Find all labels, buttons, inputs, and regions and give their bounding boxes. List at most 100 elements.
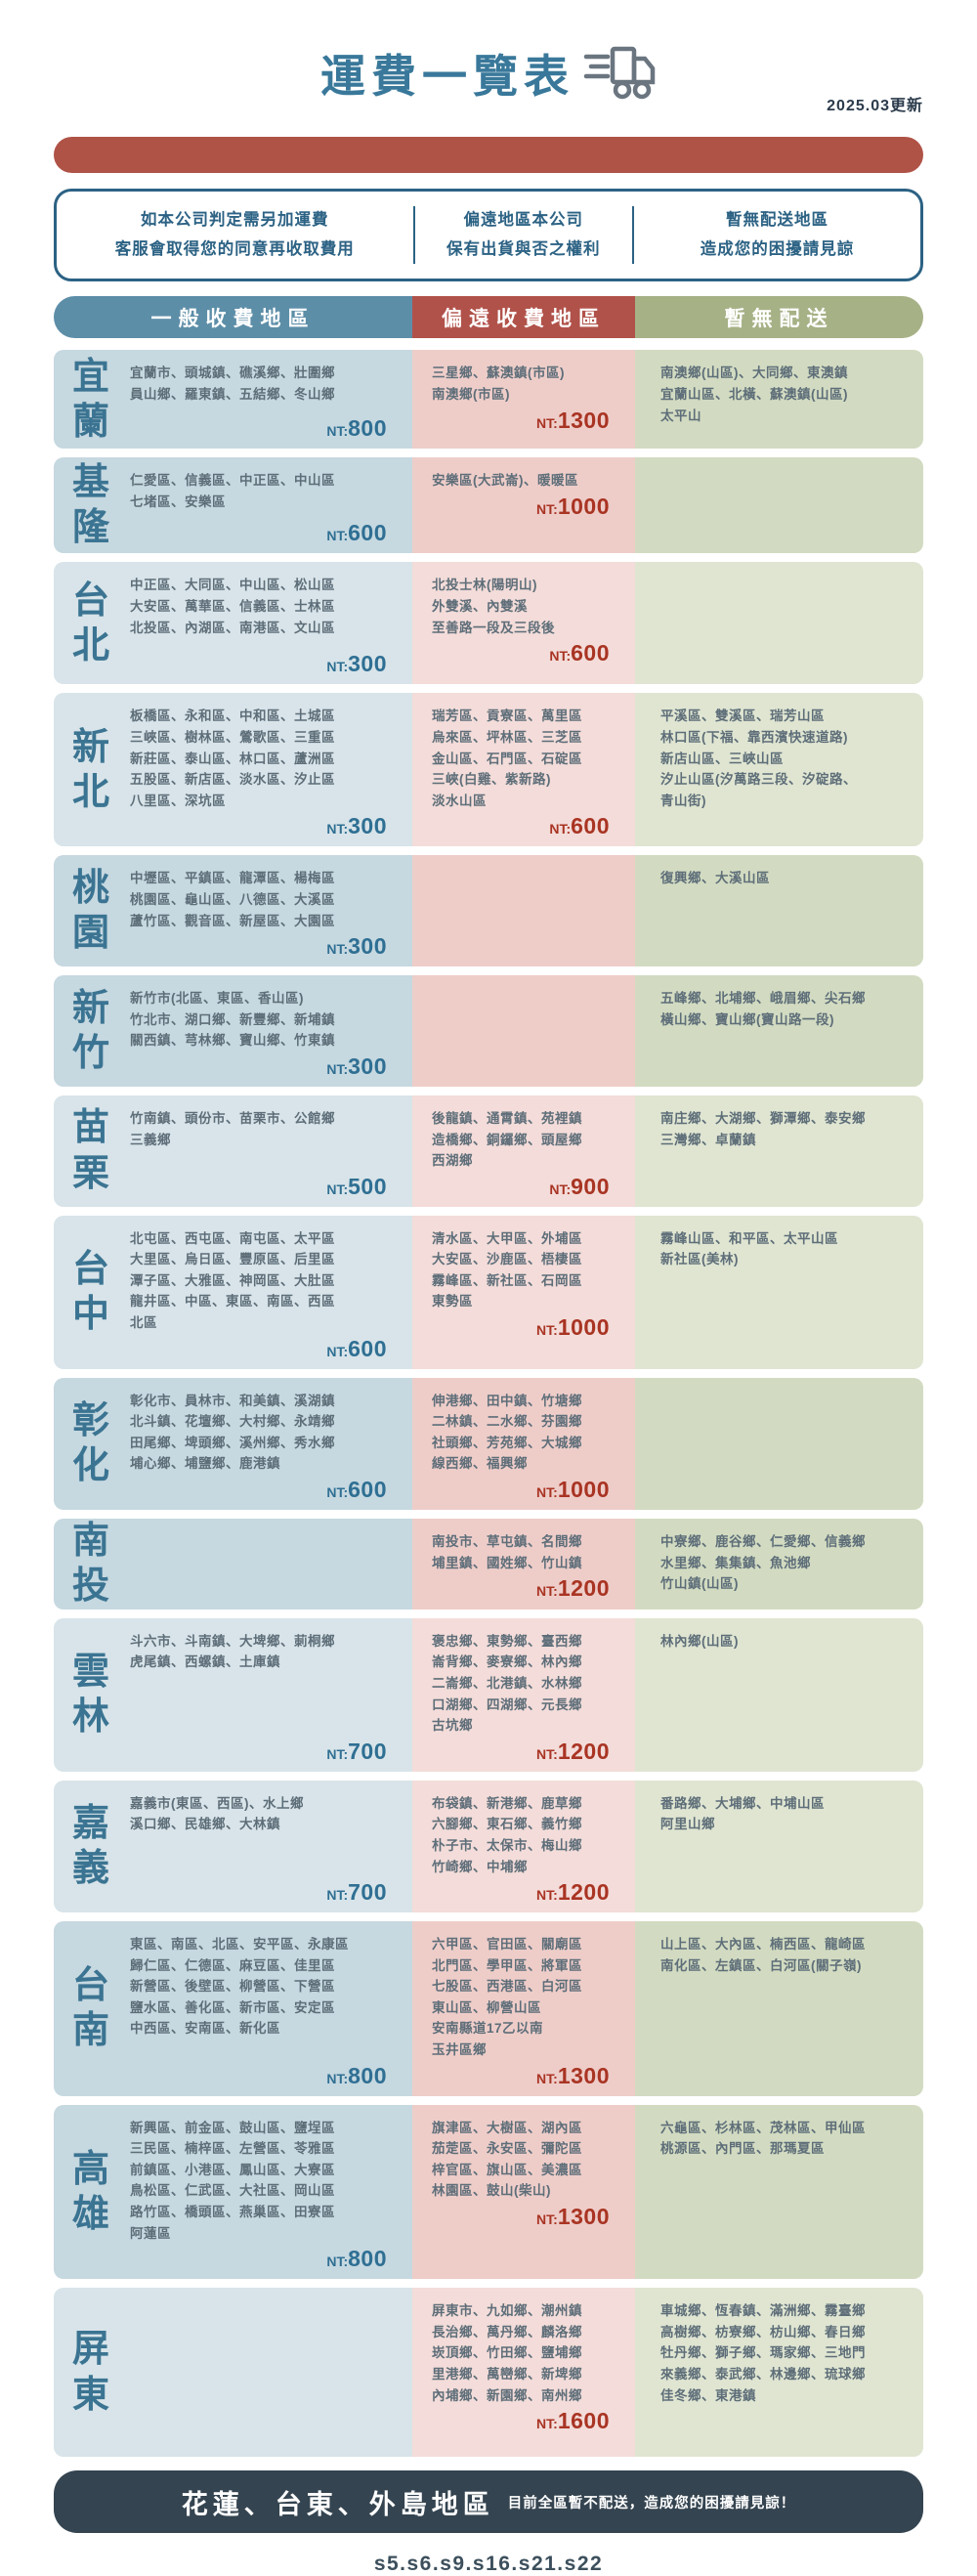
notice-line: 如本公司判定需另加運費 bbox=[141, 211, 329, 229]
remote-price: NT:1200 bbox=[536, 1879, 610, 1906]
price-value: 300 bbox=[348, 1052, 387, 1079]
region-label: 南投 bbox=[54, 1519, 128, 1610]
table-row: 高雄 新興區、前金區、鼓山區、鹽埕區 三民區、楠梓區、左營區、苓雅區 前鎮區、小… bbox=[54, 2104, 923, 2280]
currency-prefix: NT: bbox=[326, 1060, 349, 1077]
general-areas: 新竹市(北區、東區、香山區) 竹北市、湖口鄉、新豐鄉、新埔鎮 關西鎮、芎林鄉、寶… bbox=[130, 991, 335, 1049]
currency-prefix: NT: bbox=[536, 1484, 558, 1501]
notice-line: 偏遠地區本公司 bbox=[463, 211, 583, 229]
general-cell: 基隆 仁愛區、信義區、中正區、中山區 七堵區、安樂區 NT:600 bbox=[54, 457, 412, 554]
table-row: 桃園 中壢區、平鎮區、龍潭區、楊梅區 桃園區、龜山區、八德區、大溪區 蘆竹區、觀… bbox=[54, 855, 923, 967]
notice-line: 造成您的困擾請見諒 bbox=[700, 239, 855, 258]
remote-areas: 褒忠鄉、東勢鄉、臺西鄉 崙背鄉、麥寮鄉、林內鄉 二崙鄉、北港鎮、水林鄉 口湖鄉、… bbox=[432, 1633, 582, 1734]
region-label: 高雄 bbox=[54, 2105, 128, 2280]
notice-line: 客服會取得您的同意再收取費用 bbox=[114, 239, 355, 258]
region-label: 台中 bbox=[54, 1216, 128, 1369]
currency-prefix: NT: bbox=[326, 528, 349, 544]
currency-prefix: NT: bbox=[536, 1583, 558, 1600]
no-delivery-cell: 五峰鄉、北埔鄉、峨眉鄉、尖石鄉 橫山鄉、寶山鄉(寶山路一段) bbox=[635, 975, 923, 1087]
remote-cell: 三星鄉、蘇澳鎮(市區) 南澳鄉(市區) NT:1300 bbox=[412, 350, 635, 450]
general-price: NT:700 bbox=[326, 1739, 387, 1765]
remote-cell: 南投市、草屯鎮、名間鄉 埔里鎮、國姓鄉、竹山鎮 NT:1200 bbox=[412, 1519, 635, 1610]
price-value: 600 bbox=[348, 1477, 387, 1503]
no-delivery-areas: 六龜區、杉林區、茂林區、甲仙區 桃源區、內門區、那瑪夏區 bbox=[660, 2120, 866, 2157]
remote-cell: 伸港鄉、田中鎮、竹塘鄉 二林鎮、二水鄉、芬園鄉 社頭鄉、芳苑鄉、大城鄉 線西鄉、… bbox=[412, 1377, 635, 1511]
currency-prefix: NT: bbox=[326, 1181, 349, 1197]
no-delivery-areas: 霧峰山區、和平區、太平山區 新社區(美林) bbox=[660, 1230, 838, 1267]
price-value: 1300 bbox=[557, 2062, 610, 2088]
region-name: 雲林 bbox=[71, 1651, 109, 1739]
no-delivery-cell: 六龜區、杉林區、茂林區、甲仙區 桃源區、內門區、那瑪夏區 bbox=[635, 2104, 923, 2280]
general-areas: 仁愛區、信義區、中正區、中山區 七堵區、安樂區 bbox=[130, 473, 335, 509]
footer-code: s5.s6.s9.s16.s21.s22 bbox=[373, 2553, 604, 2576]
region-label: 基隆 bbox=[54, 457, 128, 553]
no-delivery-areas: 平溪區、雙溪區、瑞芳山區 林口區(下福、靠西濱快速道路) 新店山區、三峽山區 汐… bbox=[660, 708, 857, 808]
remote-areas: 安樂區(大武崙)、暖暖區 bbox=[432, 473, 578, 489]
price-value: 1000 bbox=[557, 493, 610, 519]
column-header-general: 一般收費地區 bbox=[54, 296, 412, 339]
remote-areas: 後龍鎮、通霄鎮、苑裡鎮 造橋鄉、銅鑼鄉、頭屋鄉 西湖鄉 bbox=[432, 1110, 582, 1169]
currency-prefix: NT: bbox=[326, 1887, 349, 1904]
general-cell: 台中 北屯區、西屯區、南屯區、太平區 大里區、烏日區、豐原區、后里區 潭子區、大… bbox=[54, 1215, 412, 1369]
notice-remote: 偏遠地區本公司 保有出貨與否之權利 bbox=[412, 206, 634, 265]
no-delivery-cell: 南庄鄉、大湖鄉、獅潭鄉、泰安鄉 三灣鄉、卓蘭鎮 bbox=[635, 1095, 923, 1207]
remote-price: NT:1300 bbox=[536, 2063, 610, 2089]
remote-areas: 瑞芳區、貢寮區、萬里區 烏來區、坪林區、三芝區 金山區、石門區、石碇區 三峽(白… bbox=[432, 708, 582, 808]
remote-areas: 屏東市、九如鄉、潮州鎮 長治鄉、萬丹鄉、麟洛鄉 崁頂鄉、竹田鄉、鹽埔鄉 里港鄉、… bbox=[432, 2303, 582, 2403]
general-cell: 屏東 bbox=[54, 2288, 412, 2458]
remote-cell: 屏東市、九如鄉、潮州鎮 長治鄉、萬丹鄉、麟洛鄉 崁頂鄉、竹田鄉、鹽埔鄉 里港鄉、… bbox=[412, 2288, 635, 2458]
region-name: 高雄 bbox=[71, 2148, 109, 2235]
delivery-truck-icon bbox=[582, 43, 657, 105]
no-delivery-cell: 南澳鄉(山區)、大同鄉、東澳鎮 宜蘭山區、北橫、蘇澳鎮(山區) 太平山 bbox=[635, 350, 923, 450]
no-delivery-cell: 平溪區、雙溪區、瑞芳山區 林口區(下福、靠西濱快速道路) 新店山區、三峽山區 汐… bbox=[635, 693, 923, 847]
currency-prefix: NT: bbox=[536, 1322, 558, 1339]
notice-line: 保有出貨與否之權利 bbox=[446, 239, 601, 258]
no-delivery-regions: 花蓮、台東、外島地區 bbox=[181, 2489, 494, 2519]
no-delivery-cell bbox=[635, 1377, 923, 1511]
table-row: 雲林 斗六市、斗南鎮、大埤鄉、莿桐鄉 虎尾鎮、西螺鎮、土庫鎮 NT:700 褒忠… bbox=[54, 1617, 923, 1772]
remote-areas: 伸港鄉、田中鎮、竹塘鄉 二林鎮、二水鄉、芬園鄉 社頭鄉、芳苑鄉、大城鄉 線西鄉、… bbox=[432, 1393, 582, 1472]
region-label: 桃園 bbox=[54, 855, 128, 966]
price-value: 600 bbox=[571, 813, 610, 839]
currency-prefix: NT: bbox=[536, 500, 558, 517]
table-row: 彰化 彰化市、員林市、和美鎮、溪湖鎮 北斗鎮、花壇鄉、大村鄉、永靖鄉 田尾鄉、埤… bbox=[54, 1377, 923, 1511]
remote-areas: 布袋鎮、新港鄉、鹿草鄉 六腳鄉、東石鄉、義竹鄉 朴子市、太保市、梅山鄉 竹崎鄉、… bbox=[432, 1795, 582, 1874]
column-headers: 一般收費地區 偏遠收費地區 暫無配送 bbox=[54, 296, 923, 339]
price-value: 800 bbox=[348, 2062, 387, 2088]
remote-price: NT:900 bbox=[549, 1174, 610, 1200]
table-row: 新竹 新竹市(北區、東區、香山區) 竹北市、湖口鄉、新豐鄉、新埔鎮 關西鎮、芎林… bbox=[54, 975, 923, 1087]
region-name: 新北 bbox=[71, 726, 109, 813]
currency-prefix: NT: bbox=[549, 821, 572, 837]
currency-prefix: NT: bbox=[326, 1343, 349, 1359]
region-label: 新竹 bbox=[54, 975, 128, 1087]
currency-prefix: NT: bbox=[326, 1484, 349, 1501]
currency-prefix: NT: bbox=[326, 2070, 349, 2086]
remote-cell bbox=[412, 975, 635, 1087]
no-delivery-cell: 中寮鄉、鹿谷鄉、仁愛鄉、信義鄉 水里鄉、集集鎮、魚池鄉 竹山鎮(山區) bbox=[635, 1519, 923, 1610]
remote-cell: 後龍鎮、通霄鎮、苑裡鎮 造橋鄉、銅鑼鄉、頭屋鄉 西湖鄉 NT:900 bbox=[412, 1095, 635, 1207]
general-cell: 苗栗 竹南鎮、頭份市、苗栗市、公館鄉 三義鄉 NT:500 bbox=[54, 1095, 412, 1207]
remote-price: NT:600 bbox=[549, 813, 610, 839]
no-delivery-areas: 番路鄉、大埔鄉、中埔山區 阿里山鄉 bbox=[660, 1795, 825, 1832]
no-delivery-areas: 山上區、大內區、楠西區、龍崎區 南化區、左鎮區、白河區(關子嶺) bbox=[660, 1937, 866, 1973]
general-areas: 新興區、前金區、鼓山區、鹽埕區 三民區、楠梓區、左營區、苓雅區 前鎮區、小港區、… bbox=[130, 2120, 335, 2241]
remote-price: NT:1000 bbox=[536, 1477, 610, 1503]
region-name: 台北 bbox=[71, 580, 109, 666]
remote-cell: 褒忠鄉、東勢鄉、臺西鄉 崙背鄉、麥寮鄉、林內鄉 二崙鄉、北港鎮、水林鄉 口湖鄉、… bbox=[412, 1617, 635, 1772]
price-value: 1000 bbox=[557, 1477, 610, 1503]
remote-price: NT:1300 bbox=[536, 2204, 610, 2230]
region-label: 彰化 bbox=[54, 1378, 128, 1510]
general-areas: 東區、南區、北區、安平區、永康區 歸仁區、仁德區、麻豆區、佳里區 新營區、後壁區… bbox=[130, 1937, 349, 2037]
table-row: 台中 北屯區、西屯區、南屯區、太平區 大里區、烏日區、豐原區、后里區 潭子區、大… bbox=[54, 1215, 923, 1369]
region-label: 雲林 bbox=[54, 1618, 128, 1772]
remote-cell bbox=[412, 855, 635, 967]
table-row: 屏東 屏東市、九如鄉、潮州鎮 長治鄉、萬丹鄉、麟洛鄉 崁頂鄉、竹田鄉、鹽埔鄉 里… bbox=[54, 2288, 923, 2458]
remote-areas: 南投市、草屯鎮、名間鄉 埔里鎮、國姓鄉、竹山鎮 bbox=[432, 1534, 582, 1570]
remote-cell: 瑞芳區、貢寮區、萬里區 烏來區、坪林區、三芝區 金山區、石門區、石碇區 三峽(白… bbox=[412, 693, 635, 847]
remote-cell: 北投士林(陽明山) 外雙溪、內雙溪 至善路一段及三段後 NT:600 bbox=[412, 562, 635, 685]
currency-prefix: NT: bbox=[536, 414, 558, 431]
general-cell: 新竹 新竹市(北區、東區、香山區) 竹北市、湖口鄉、新豐鄉、新埔鎮 關西鎮、芎林… bbox=[54, 975, 412, 1087]
price-value: 1300 bbox=[557, 407, 610, 433]
no-delivery-cell bbox=[635, 562, 923, 685]
table-row: 基隆 仁愛區、信義區、中正區、中山區 七堵區、安樂區 NT:600 安樂區(大武… bbox=[54, 457, 923, 554]
header: 運費一覽表 2025.03更新 bbox=[54, 41, 923, 117]
